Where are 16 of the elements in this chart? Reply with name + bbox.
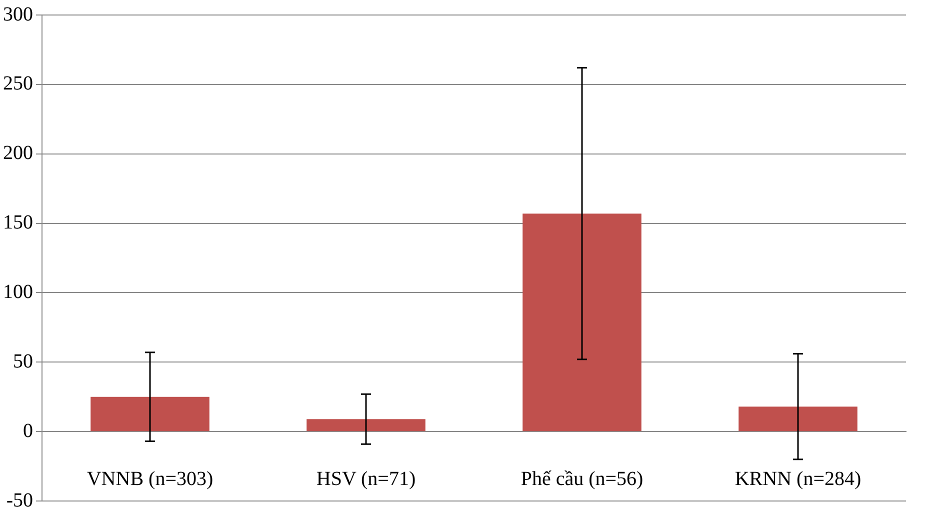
- x-tick-label: HSV (n=71): [316, 468, 416, 490]
- bar: [306, 419, 426, 432]
- x-tick-label: VNNB (n=303): [86, 468, 214, 490]
- y-tick-label: 0: [23, 420, 33, 442]
- y-tick-label: -50: [6, 489, 33, 512]
- y-tick-label: 150: [3, 212, 33, 234]
- y-tick-label: 250: [3, 72, 33, 95]
- bar: [738, 406, 858, 432]
- y-tick-label: 200: [3, 142, 33, 164]
- x-tick-label: Phế cầu (n=56): [520, 468, 644, 490]
- bar: [90, 396, 210, 432]
- x-tick-label: KRNN (n=284): [734, 468, 862, 490]
- bar: [522, 214, 642, 432]
- y-tick-label: 50: [13, 350, 33, 372]
- y-tick-label: 100: [3, 280, 33, 303]
- y-tick-label: 300: [3, 3, 33, 26]
